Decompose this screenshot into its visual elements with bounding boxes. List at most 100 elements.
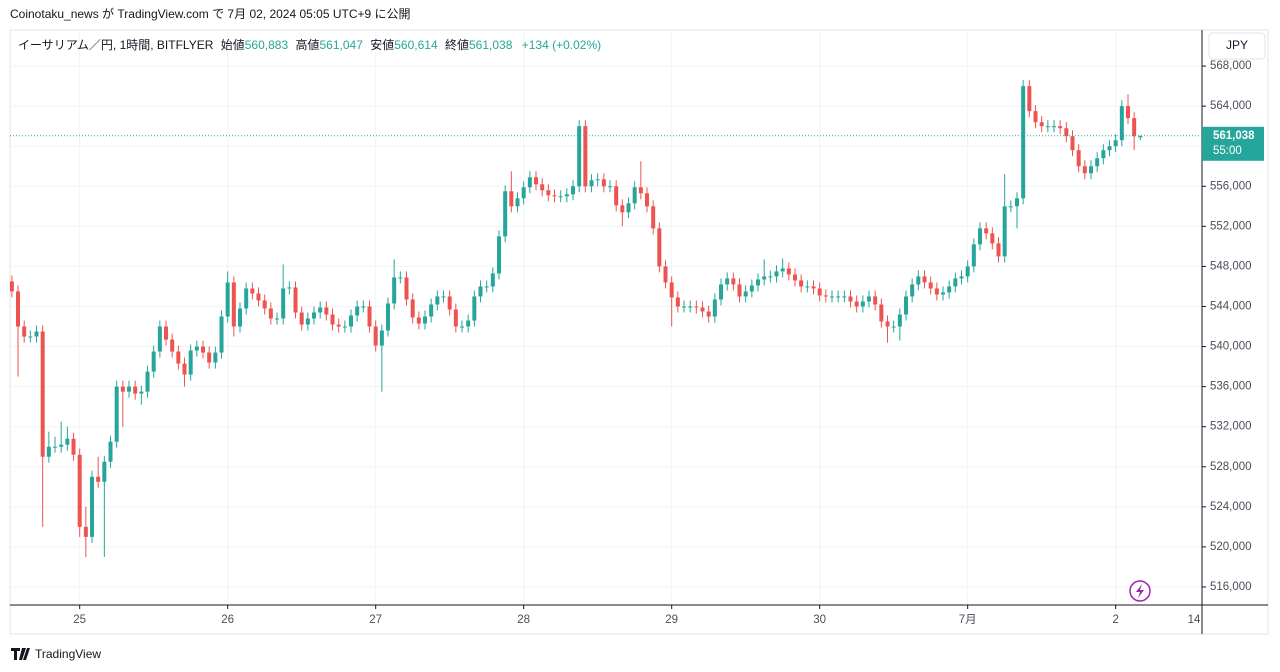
candle-body <box>490 273 495 287</box>
countdown-label: 55:00 <box>1213 145 1242 157</box>
candle-body <box>268 308 273 319</box>
candle-body <box>10 281 14 292</box>
candle-body <box>1125 106 1131 119</box>
candle-body <box>108 441 113 462</box>
candle-body <box>675 297 680 307</box>
candle-body <box>453 309 458 327</box>
x-tick-label: 26 <box>221 614 234 626</box>
candle-body <box>540 184 545 191</box>
candle-body <box>737 284 742 297</box>
candle-body <box>1107 146 1112 151</box>
candle-body <box>651 206 656 229</box>
y-tick-label: 520,000 <box>1210 541 1252 553</box>
x-tick-label: 25 <box>73 614 86 626</box>
candle-body <box>201 346 206 353</box>
candle-body <box>990 233 995 244</box>
candle-body <box>244 288 249 309</box>
candle-body <box>312 312 317 319</box>
x-tick-label: 27 <box>369 614 382 626</box>
candle-body <box>164 326 169 340</box>
candle-body <box>127 386 132 392</box>
legend-high: 561,047 <box>320 38 364 52</box>
candle-body <box>521 187 526 199</box>
candle-body <box>1119 106 1124 141</box>
candle-body <box>231 282 236 327</box>
candle-body <box>423 316 428 324</box>
candle-body <box>324 307 329 315</box>
candle-body <box>102 461 107 482</box>
candle-body <box>632 187 637 204</box>
candle-body <box>275 318 280 320</box>
candle-body <box>65 438 70 445</box>
candle-body <box>342 326 347 328</box>
legend-open-label: 始値 <box>221 37 245 52</box>
y-tick-label: 568,000 <box>1210 60 1252 72</box>
candle-body <box>435 296 440 305</box>
legend-symbol: イーサリアム／円, 1時間, BITFLYER <box>18 38 214 52</box>
y-tick-label: 524,000 <box>1210 501 1252 513</box>
candle-body <box>910 284 915 297</box>
candle-body <box>447 296 452 310</box>
candle-body <box>996 243 1001 257</box>
candle-body <box>577 126 582 187</box>
last-price-label: 561,038 <box>1213 130 1255 142</box>
candle-body <box>977 228 983 245</box>
candles <box>10 80 1143 557</box>
candle-body <box>367 306 372 327</box>
publisher-line: Coinotaku_news が TradingView.com で 7月 02… <box>10 6 411 21</box>
candle-body <box>478 286 483 297</box>
candle-body <box>1088 166 1094 174</box>
candle-body <box>349 315 354 327</box>
candle-body <box>1002 206 1007 257</box>
candle-body <box>712 299 717 317</box>
lightning-icon <box>1136 584 1144 598</box>
legend-change: +134 (+0.02%) <box>522 38 601 52</box>
candle-body <box>571 186 576 195</box>
candle-body <box>793 274 798 281</box>
candle-body <box>176 351 181 364</box>
candle-body <box>219 316 224 353</box>
candle-body <box>749 285 754 292</box>
candle-body <box>1021 86 1026 199</box>
candle-body <box>1076 150 1081 167</box>
candle-body <box>194 346 199 351</box>
candle-body <box>22 326 27 337</box>
time-axis: 25 26 27 28 29 30 7月 2 14:00 <box>73 605 1202 626</box>
candle-body <box>638 187 643 194</box>
candle-body <box>756 279 761 286</box>
x-tick-label: 2 <box>1112 614 1118 626</box>
candle-body <box>355 306 360 316</box>
y-tick-label: 564,000 <box>1210 100 1252 112</box>
candle-body <box>527 177 532 188</box>
candle-body <box>133 386 138 394</box>
candle-body <box>472 296 477 321</box>
candle-body <box>879 304 884 322</box>
x-tick-label: 30 <box>813 614 826 626</box>
candle-body <box>817 288 822 296</box>
candle-body <box>182 363 187 375</box>
candle-body <box>1138 135 1143 138</box>
candle-body <box>90 476 95 537</box>
candle-body <box>682 306 687 308</box>
lightning-button[interactable] <box>1129 580 1151 602</box>
candle-body <box>515 198 520 207</box>
last-price-tag <box>1202 126 1264 161</box>
candle-body <box>1027 86 1032 112</box>
candle-body <box>238 308 243 327</box>
candle-body <box>293 287 298 313</box>
candle-body <box>34 331 39 337</box>
y-tick-label: 540,000 <box>1210 341 1252 353</box>
candle-body <box>330 314 335 325</box>
x-tick-label: 29 <box>665 614 678 626</box>
candle-body <box>965 266 970 277</box>
candle-body <box>873 296 878 305</box>
currency-button[interactable] <box>1208 32 1266 60</box>
x-tick-label: 7月 <box>959 614 977 626</box>
candle-body <box>534 177 539 185</box>
legend: イーサリアム／円, 1時間, BITFLYER 始値560,883 高値561,… <box>18 37 601 52</box>
candle-body <box>441 296 446 298</box>
candle-body <box>959 276 964 279</box>
candle-body <box>281 288 286 319</box>
candle-body <box>71 438 76 455</box>
